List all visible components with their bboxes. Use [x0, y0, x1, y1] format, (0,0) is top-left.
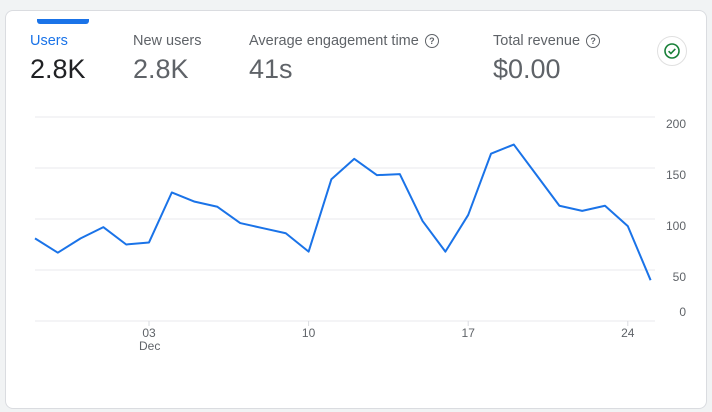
metric-label: Average engagement time — [249, 33, 419, 49]
x-tick-label: 10 — [302, 326, 316, 340]
metric-value: 2.8K — [133, 54, 189, 84]
x-tick-label: 03 — [142, 326, 156, 340]
metric-value: 41s — [249, 54, 293, 84]
metric-new-users[interactable]: New users 2.8K — [133, 33, 202, 85]
x-tick-label: 17 — [462, 326, 476, 340]
y-tick-label: 150 — [666, 168, 686, 182]
check-circle-icon[interactable] — [657, 36, 687, 66]
help-icon[interactable]: ? — [586, 34, 601, 48]
metric-average-engagement-time[interactable]: Average engagement time? 41s — [249, 33, 439, 85]
metric-label: New users — [133, 33, 202, 49]
metric-value: $0.00 — [493, 54, 561, 84]
metric-users[interactable]: Users 2.8K — [30, 33, 86, 85]
y-tick-label: 0 — [679, 305, 686, 319]
x-tick-sublabel: Dec — [139, 339, 160, 353]
metric-total-revenue[interactable]: Total revenue? $0.00 — [493, 33, 601, 85]
series-line-users — [34, 143, 652, 281]
y-tick-label: 50 — [673, 270, 687, 284]
help-icon[interactable]: ? — [424, 34, 439, 48]
active-tab-indicator — [37, 19, 89, 24]
y-tick-label: 200 — [666, 117, 686, 131]
y-tick-label: 100 — [666, 219, 686, 233]
x-tick-label: 24 — [621, 326, 635, 340]
metric-label: Users — [30, 33, 68, 49]
metric-value: 2.8K — [30, 54, 86, 84]
metric-label: Total revenue — [493, 33, 581, 49]
